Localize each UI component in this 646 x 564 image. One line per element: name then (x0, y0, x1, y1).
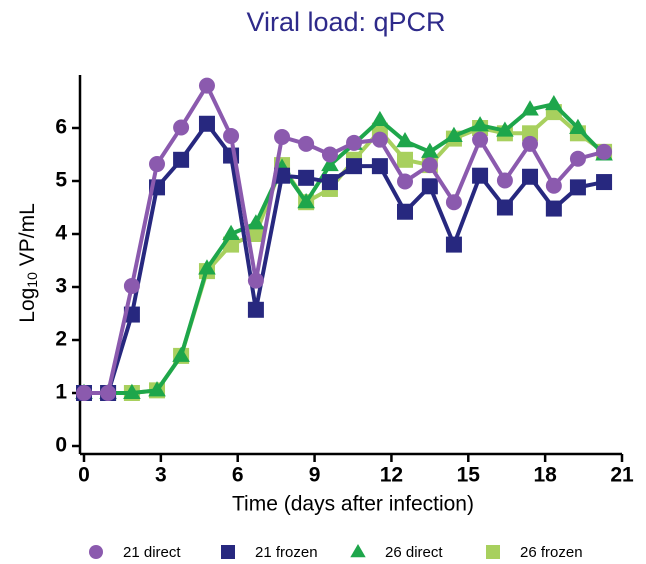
y-tick-label: 2 (55, 328, 67, 351)
x-axis-label: Time (days after infection) (232, 493, 474, 516)
data-point (545, 94, 563, 111)
data-point (421, 178, 438, 195)
x-tick-label: 18 (533, 464, 557, 487)
data-point (522, 168, 539, 185)
data-point (371, 131, 388, 148)
data-point (445, 126, 463, 142)
data-point (522, 135, 539, 152)
data-point (471, 116, 489, 132)
data-point (496, 121, 514, 137)
y-tick-label: 0 (55, 434, 67, 457)
data-point (298, 135, 315, 152)
y-tick-label: 6 (55, 116, 67, 139)
data-point (472, 167, 489, 184)
data-point (172, 346, 190, 362)
data-point (496, 199, 513, 216)
data-point (274, 129, 291, 146)
y-label-rest: VP/mL (16, 203, 39, 272)
y-tick-label: 3 (55, 275, 67, 298)
data-point (596, 174, 613, 191)
data-point (198, 259, 216, 275)
y-tick-label: 4 (55, 222, 67, 245)
y-label-subscript: 10 (24, 272, 40, 288)
legend-marker (221, 545, 235, 559)
data-point (173, 119, 190, 136)
y-tick-label: 1 (55, 381, 67, 404)
data-point (222, 224, 240, 240)
legend-label: 21 direct (123, 544, 181, 561)
data-point (247, 272, 264, 289)
data-point (149, 156, 166, 173)
data-point (569, 179, 586, 196)
data-point (397, 151, 414, 168)
legend-label: 26 frozen (520, 544, 583, 561)
data-point (421, 142, 439, 158)
data-point (321, 146, 338, 163)
data-point (76, 385, 92, 401)
data-point (223, 127, 240, 144)
data-point (397, 203, 414, 220)
legend-marker (350, 543, 366, 558)
x-tick-label: 6 (232, 464, 244, 487)
data-point (472, 131, 489, 148)
data-point (247, 226, 264, 242)
data-point (396, 132, 414, 148)
legend-marker (486, 545, 500, 559)
data-point (148, 381, 166, 397)
chart-title: Viral load: qPCR (246, 7, 445, 37)
data-point (297, 193, 315, 209)
data-point (123, 277, 140, 294)
data-point (371, 158, 388, 175)
x-tick-label: 21 (610, 464, 634, 487)
data-point (198, 77, 215, 94)
data-point (421, 157, 438, 174)
data-point (123, 383, 141, 399)
data-point (100, 385, 117, 401)
x-tick-label: 12 (380, 464, 403, 487)
data-point (397, 173, 414, 190)
data-point (274, 167, 291, 184)
data-point (321, 155, 339, 172)
legend-marker (89, 545, 103, 559)
data-point (371, 110, 389, 127)
y-axis-label: Log10 VP/mL (16, 203, 40, 322)
data-point (545, 177, 562, 194)
data-point (298, 169, 315, 186)
data-point (198, 115, 215, 132)
x-tick-label: 3 (155, 464, 167, 487)
x-tick-label: 0 (78, 464, 90, 487)
x-tick-label: 15 (457, 464, 481, 487)
data-point (346, 158, 363, 175)
series-line (84, 120, 605, 395)
x-tick-label: 9 (309, 464, 321, 487)
data-point (173, 151, 190, 168)
data-point (321, 174, 338, 191)
data-point (521, 100, 539, 116)
data-point (569, 118, 587, 134)
y-tick-label: 5 (55, 169, 67, 192)
data-point (545, 200, 562, 217)
series-line (84, 101, 606, 395)
data-point (346, 134, 363, 151)
data-point (247, 301, 264, 318)
data-point (247, 214, 265, 230)
series-line (84, 81, 605, 395)
legend-label: 26 direct (385, 544, 443, 561)
data-point (496, 172, 513, 189)
data-point (596, 143, 613, 160)
legend-label: 21 frozen (255, 544, 318, 561)
data-point (445, 236, 462, 253)
y-label-base: Log (16, 288, 39, 323)
data-point (569, 150, 586, 167)
data-point (445, 194, 462, 211)
